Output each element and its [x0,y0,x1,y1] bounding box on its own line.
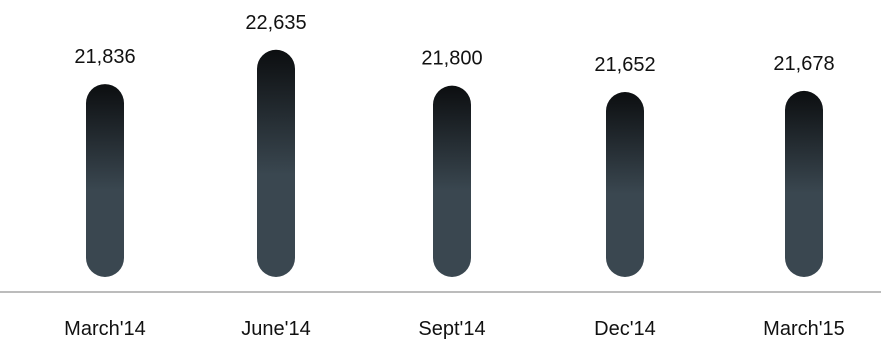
category-label-4: Dec'14 [594,318,656,340]
bar-5 [785,90,823,277]
value-label-3: 21,800 [421,48,482,70]
value-label-2: 22,635 [245,12,306,34]
value-labels-group: 21,836 22,635 21,800 21,652 21,678 [74,12,834,76]
category-label-1: March'14 [64,318,146,340]
bars-group [86,49,823,278]
category-label-2: June'14 [241,318,310,340]
bar-1 [86,84,124,278]
bar-3 [433,85,471,277]
value-label-4: 21,652 [594,54,655,76]
category-label-5: March'15 [763,318,845,340]
value-label-1: 21,836 [74,46,135,68]
category-label-3: Sept'14 [418,318,485,340]
bar-4 [606,92,644,277]
category-labels-group: March'14 June'14 Sept'14 Dec'14 March'15 [64,318,845,340]
value-label-5: 21,678 [773,53,834,75]
bar-2 [257,49,295,278]
